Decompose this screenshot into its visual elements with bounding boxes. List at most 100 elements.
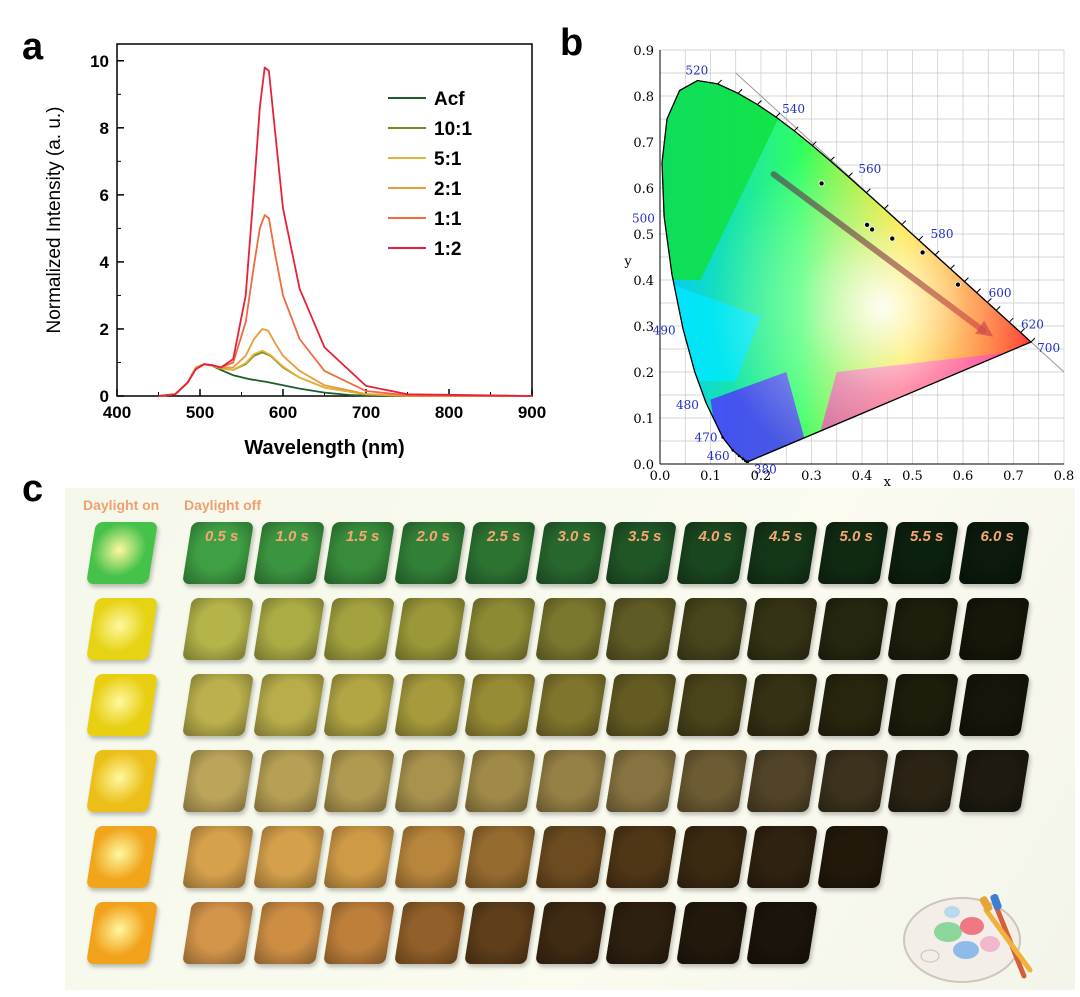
time-label: 3.0 s: [557, 528, 591, 545]
y-axis-label: Normalized Intensity (a. u.): [44, 106, 65, 333]
tile-daylight-off: [534, 674, 607, 736]
tile-daylight-off: [252, 826, 325, 888]
locus-tick: [995, 306, 1001, 311]
x-tick-label: 600: [269, 403, 297, 422]
locus-tick: [901, 220, 907, 226]
tile-daylight-off: [393, 826, 466, 888]
y-tick-label: 0.4: [633, 274, 654, 289]
tile-daylight-off: [252, 674, 325, 736]
tile-daylight-off: [252, 598, 325, 660]
tile-daylight-off: [746, 826, 818, 888]
series-line-1-1: [158, 214, 533, 397]
cie-point: [864, 221, 871, 228]
wavelength-label: 490: [653, 323, 676, 337]
locus-tick: [793, 126, 799, 132]
tile-daylight-off: [605, 598, 677, 660]
x-tick-label: 700: [352, 403, 380, 422]
cie-point: [818, 180, 825, 187]
tile-daylight-off: [182, 750, 254, 812]
legend-label: Acf: [434, 89, 465, 110]
x-axis-label: x: [884, 475, 892, 490]
locus-tick: [866, 188, 871, 194]
tile-daylight-off: [746, 598, 818, 660]
label-daylight-off: Daylight off: [184, 497, 261, 513]
y-tick-label: 0: [100, 387, 109, 406]
y-tick-label: 0.3: [633, 320, 654, 335]
tile-daylight-off: [252, 750, 325, 812]
tile-daylight-off: [182, 598, 254, 660]
tile-daylight-off: [393, 750, 466, 812]
tile-daylight-off: [182, 902, 254, 964]
tile-daylight-off: [393, 598, 466, 660]
cie-chromaticity-chart: 5205405605806006207005004904804704603800…: [623, 44, 1074, 490]
tile-daylight-off: [534, 598, 607, 660]
tile-daylight-on: [86, 902, 158, 964]
tile-daylight-off: [252, 902, 325, 964]
tile-daylight-off: [957, 598, 1030, 660]
locus-tick: [775, 112, 781, 118]
tile-daylight-off: [323, 826, 395, 888]
tile-daylight-off: [816, 826, 889, 888]
panel-label-c: c: [22, 468, 44, 510]
wavelength-label: 470: [695, 430, 718, 444]
tile-daylight-off: [675, 598, 748, 660]
tile-daylight-off: [323, 598, 395, 660]
tile-daylight-off: [464, 750, 536, 812]
tile-daylight-off: [323, 902, 395, 964]
wavelength-label: 560: [858, 162, 881, 176]
locus-tick: [731, 449, 735, 452]
tile-daylight-off: [534, 902, 607, 964]
time-label: 1.5 s: [346, 528, 380, 545]
x-tick-label: 0.6: [953, 469, 974, 484]
trend-arrowhead: [975, 320, 994, 337]
tile-daylight-off: [323, 674, 395, 736]
legend-label: 10:1: [434, 119, 472, 140]
time-label: 5.0 s: [839, 528, 873, 545]
tile-daylight-off: [957, 750, 1030, 812]
tile-daylight-off: [887, 598, 959, 660]
wavelength-label: 380: [754, 463, 777, 477]
cie-point: [869, 226, 876, 233]
tile-daylight-off: [816, 598, 889, 660]
locus-tick: [829, 156, 835, 162]
y-tick-label: 0.7: [633, 136, 654, 151]
plot-frame: [116, 43, 533, 397]
locus-tick: [737, 88, 743, 94]
locus-tick: [934, 250, 940, 256]
tile-daylight-on: [86, 522, 158, 584]
y-tick-label: 10: [90, 52, 109, 71]
wavelength-label: 520: [685, 63, 708, 77]
y-tick-label: 2: [100, 320, 109, 339]
wavelength-label: 500: [632, 212, 655, 226]
y-axis-label: y: [623, 255, 632, 270]
tile-daylight-off: [534, 750, 607, 812]
series-line-2-1: [158, 328, 532, 397]
tile-daylight-off: [323, 750, 395, 812]
legend-label: 1:1: [434, 209, 462, 230]
wavelength-label: 600: [989, 286, 1012, 300]
afterglow-photo-panel: Daylight on Daylight off 0.5 s 1.0 s 1.5 s…: [65, 488, 1075, 990]
x-tick-label: 800: [435, 403, 463, 422]
locus-tick: [950, 264, 955, 270]
wavelength-label: 620: [1021, 317, 1044, 331]
locus-tick: [757, 100, 762, 105]
locus-tick: [811, 141, 817, 146]
y-tick-label: 6: [100, 186, 109, 205]
x-tick-label: 0.5: [902, 469, 923, 484]
y-tick-label: 8: [100, 119, 109, 138]
tile-daylight-off: [675, 674, 748, 736]
tile-daylight-off: [816, 750, 889, 812]
tile-daylight-off: [746, 674, 818, 736]
x-tick-label: 400: [103, 403, 131, 422]
tile-daylight-off: [675, 902, 748, 964]
tile-daylight-on: [86, 598, 158, 660]
time-label: 0.5 s: [205, 528, 239, 545]
y-tick-label: 0.9: [633, 44, 654, 59]
locus-tick: [1030, 337, 1036, 343]
tile-daylight-off: [675, 826, 748, 888]
x-tick-label: 0.1: [700, 469, 721, 484]
locus-tick: [918, 235, 924, 241]
legend-label: 5:1: [434, 149, 462, 170]
wavelength-label: 460: [707, 449, 730, 463]
label-daylight-on: Daylight on: [83, 497, 160, 513]
